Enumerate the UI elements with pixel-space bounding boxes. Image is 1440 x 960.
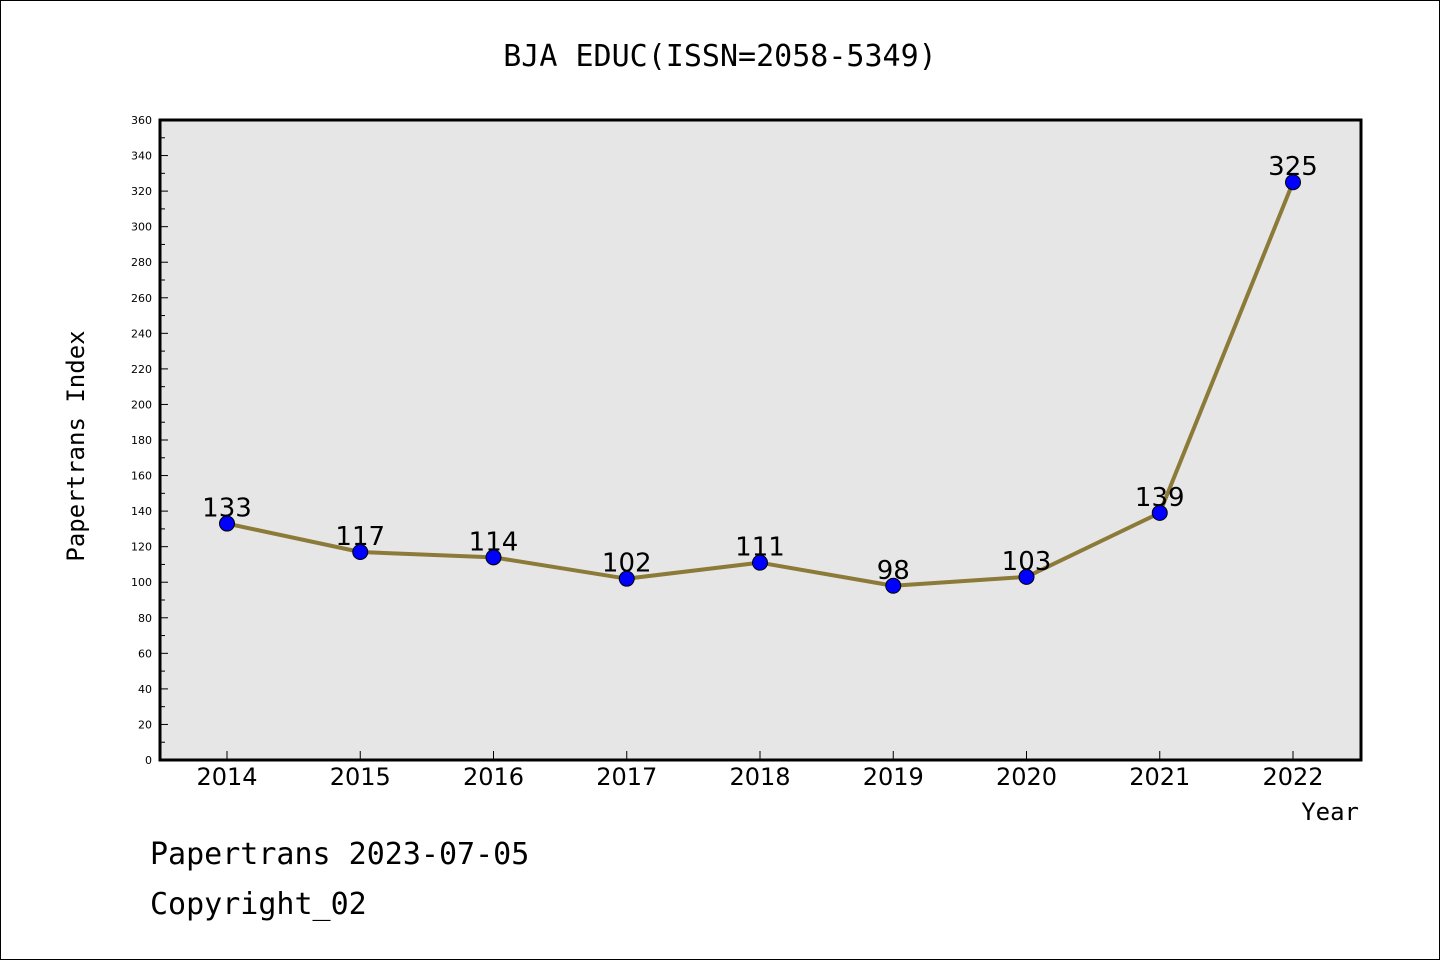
y-tick-label: 180 <box>131 434 152 447</box>
footer-copyright: Copyright_02 <box>150 887 367 922</box>
y-tick-label: 40 <box>138 683 152 696</box>
y-axis: 0 20 40 60 80 100 120 140 160 180 200 220 240 260 280 3… <box>131 114 168 767</box>
x-tick-label: 2018 <box>729 763 790 791</box>
y-tick-label: 260 <box>131 292 152 305</box>
data-label: 102 <box>602 549 652 579</box>
y-tick-label: 20 <box>138 718 152 731</box>
data-point <box>752 554 768 571</box>
data-label: 103 <box>1002 547 1052 577</box>
chart-title: BJA EDUC(ISSN=2058-5349) <box>503 39 936 74</box>
data-point <box>885 577 902 594</box>
data-label: 117 <box>335 522 385 552</box>
series: 133 117 114 102 111 98 103 139 325 <box>202 152 1318 594</box>
y-tick-label: 320 <box>131 185 152 198</box>
x-tick-label: 2015 <box>330 763 391 791</box>
y-tick-label: 220 <box>131 363 152 376</box>
y-tick-label: 160 <box>131 470 152 483</box>
data-point <box>1151 504 1168 521</box>
data-point <box>352 544 369 560</box>
plot-area <box>160 120 1361 760</box>
data-point <box>1285 174 1301 191</box>
y-tick-label: 140 <box>131 505 152 518</box>
y-tick-label: 340 <box>131 150 152 163</box>
y-tick-label: 120 <box>131 541 152 554</box>
data-label: 325 <box>1268 152 1318 182</box>
y-tick-label: 360 <box>131 114 152 127</box>
data-label: 133 <box>202 494 252 524</box>
data-point <box>618 570 635 587</box>
x-tick-label: 2014 <box>196 763 257 791</box>
x-axis-label: Year <box>1301 798 1359 826</box>
plot-border <box>158 118 1363 762</box>
y-tick-label: 300 <box>131 221 152 234</box>
footer-date: Papertrans 2023-07-05 <box>150 837 529 872</box>
y-tick-label: 280 <box>131 256 152 269</box>
data-label: 98 <box>877 556 910 586</box>
x-axis: 2014 2015 2016 2017 2018 2019 2020 2021 2022 <box>196 751 1324 791</box>
data-point <box>219 515 235 532</box>
x-tick-label: 2019 <box>863 763 924 791</box>
data-label: 111 <box>735 533 785 563</box>
data-label: 139 <box>1135 483 1185 513</box>
y-tick-label: 80 <box>138 612 152 625</box>
x-tick-label: 2022 <box>1262 763 1323 791</box>
y-axis-label: Papertrans Index <box>62 330 90 561</box>
data-label: 114 <box>469 527 519 557</box>
y-tick-label: 100 <box>131 576 152 589</box>
y-tick-label: 60 <box>138 647 152 660</box>
x-tick-label: 2020 <box>996 763 1057 791</box>
x-tick-label: 2021 <box>1129 763 1190 791</box>
y-tick-label: 240 <box>131 327 152 340</box>
data-point <box>485 549 502 566</box>
x-tick-label: 2016 <box>463 763 524 791</box>
y-tick-label: 0 <box>145 754 152 767</box>
x-tick-label: 2017 <box>596 763 657 791</box>
data-point <box>1018 568 1035 585</box>
y-tick-label: 200 <box>131 398 152 411</box>
